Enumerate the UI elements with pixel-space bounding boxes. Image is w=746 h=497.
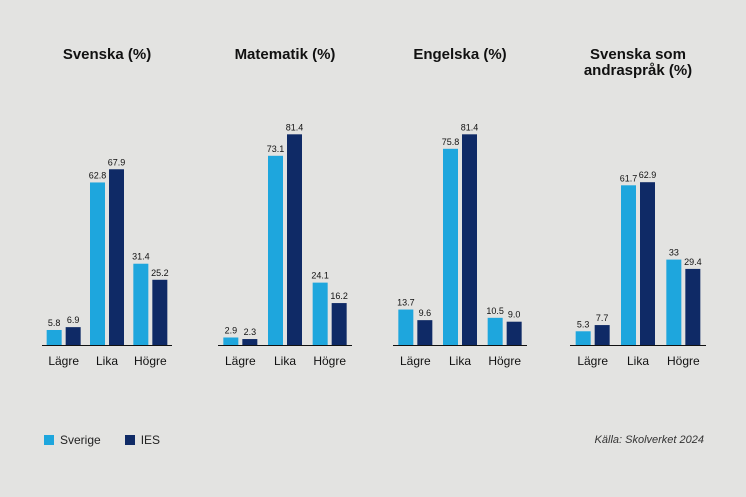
chart-3-label-ies-2: 81.4 — [461, 122, 479, 132]
source-note: Källa: Skolverket 2024 — [594, 434, 704, 446]
chart-4-bar-sverige-3 — [666, 259, 682, 345]
chart-1-label-ies-1: 6.9 — [67, 315, 80, 325]
chart-2-bar-ies-3 — [331, 303, 347, 345]
chart-4-category-3: Högre — [667, 354, 700, 368]
chart-3-label-ies-1: 9.6 — [419, 308, 432, 318]
chart-2-label-sverige-2: 73.1 — [267, 144, 285, 154]
legend: Sverige IES — [44, 433, 174, 447]
chart-4-bar-sverige-1 — [575, 331, 591, 345]
chart-2-category-3: Högre — [313, 354, 346, 368]
chart-2-bar-sverige-3 — [312, 282, 328, 345]
chart-4-label-ies-1: 7.7 — [596, 313, 609, 323]
chart-1-bar-sverige-1 — [46, 329, 62, 345]
chart-1-category-2: Lika — [96, 354, 118, 368]
chart-1-category-1: Lägre — [48, 354, 79, 368]
chart-2-label-ies-1: 2.3 — [244, 327, 257, 337]
chart-4-label-sverige-2: 61.7 — [620, 173, 638, 183]
chart-3-bar-sverige-1 — [398, 309, 414, 345]
chart-1-label-sverige-3: 31.4 — [132, 252, 150, 262]
chart-3-label-ies-3: 9.0 — [508, 310, 521, 320]
chart-4-bar-ies-3 — [685, 268, 701, 345]
chart-1-label-sverige-2: 62.8 — [89, 170, 107, 180]
legend-label-sverige: Sverige — [60, 433, 101, 447]
chart-2-bar-sverige-1 — [223, 337, 239, 345]
chart-3-category-1: Lägre — [400, 354, 431, 368]
chart-3-bar-sverige-3 — [487, 317, 503, 345]
chart-4-bar-ies-1 — [594, 325, 610, 345]
legend-swatch-sverige — [44, 435, 54, 445]
chart-4-title-line-2: andraspråk (%) — [584, 62, 692, 79]
chart-3-label-sverige-1: 13.7 — [397, 298, 415, 308]
chart-4-label-sverige-1: 5.3 — [577, 319, 590, 329]
chart-4-category-2: Lika — [627, 354, 649, 368]
chart-4-title-line-1: Svenska som — [590, 46, 686, 63]
chart-1-label-sverige-1: 5.8 — [48, 318, 61, 328]
chart-3-category-3: Högre — [488, 354, 521, 368]
chart-1-bar-ies-3 — [152, 279, 168, 345]
chart-1-category-3: Högre — [134, 354, 167, 368]
chart-4-label-sverige-3: 33 — [669, 248, 679, 258]
chart-2-category-1: Lägre — [225, 354, 256, 368]
chart-3-category-2: Lika — [449, 354, 471, 368]
chart-3-title: Engelska (%) — [413, 46, 506, 63]
chart-2-label-sverige-3: 24.1 — [311, 271, 329, 281]
chart-2-label-sverige-1: 2.9 — [225, 325, 238, 335]
chart-3-label-sverige-3: 10.5 — [486, 306, 504, 316]
chart-1-bar-ies-2 — [109, 169, 124, 345]
chart-2-label-ies-3: 16.2 — [330, 291, 348, 301]
legend-item-ies: IES — [124, 433, 161, 447]
legend-item-sverige: Sverige — [44, 433, 101, 447]
chart-1-bar-sverige-3 — [133, 263, 149, 345]
chart-4-bar-sverige-2 — [621, 185, 636, 345]
chart-3-bar-ies-3 — [506, 321, 522, 345]
chart-3-bar-ies-1 — [417, 320, 433, 345]
chart-4-bar-ies-2 — [640, 182, 655, 345]
chart-2-bar-sverige-2 — [268, 155, 283, 345]
chart-1-title: Svenska (%) — [63, 46, 151, 63]
legend-swatch-ies — [124, 435, 135, 445]
chart-2-bar-ies-2 — [287, 134, 302, 345]
chart-1-label-ies-2: 67.9 — [108, 157, 126, 167]
chart-1-bar-sverige-2 — [90, 182, 105, 345]
chart-4-label-ies-2: 62.9 — [639, 170, 657, 180]
chart-2-category-2: Lika — [274, 354, 296, 368]
chart-4-label-ies-3: 29.4 — [684, 257, 702, 267]
chart-3-bar-sverige-2 — [443, 148, 458, 345]
chart-2-bar-ies-1 — [242, 339, 258, 345]
chart-1-bar-ies-1 — [65, 327, 81, 345]
chart-2-label-ies-2: 81.4 — [286, 122, 304, 132]
chart-2-title: Matematik (%) — [235, 46, 336, 63]
chart-4-category-1: Lägre — [577, 354, 608, 368]
legend-label-ies: IES — [140, 433, 161, 447]
chart-3-label-sverige-2: 75.8 — [442, 137, 460, 147]
chart-3-bar-ies-2 — [462, 134, 477, 345]
chart-1-label-ies-3: 25.2 — [151, 268, 169, 278]
